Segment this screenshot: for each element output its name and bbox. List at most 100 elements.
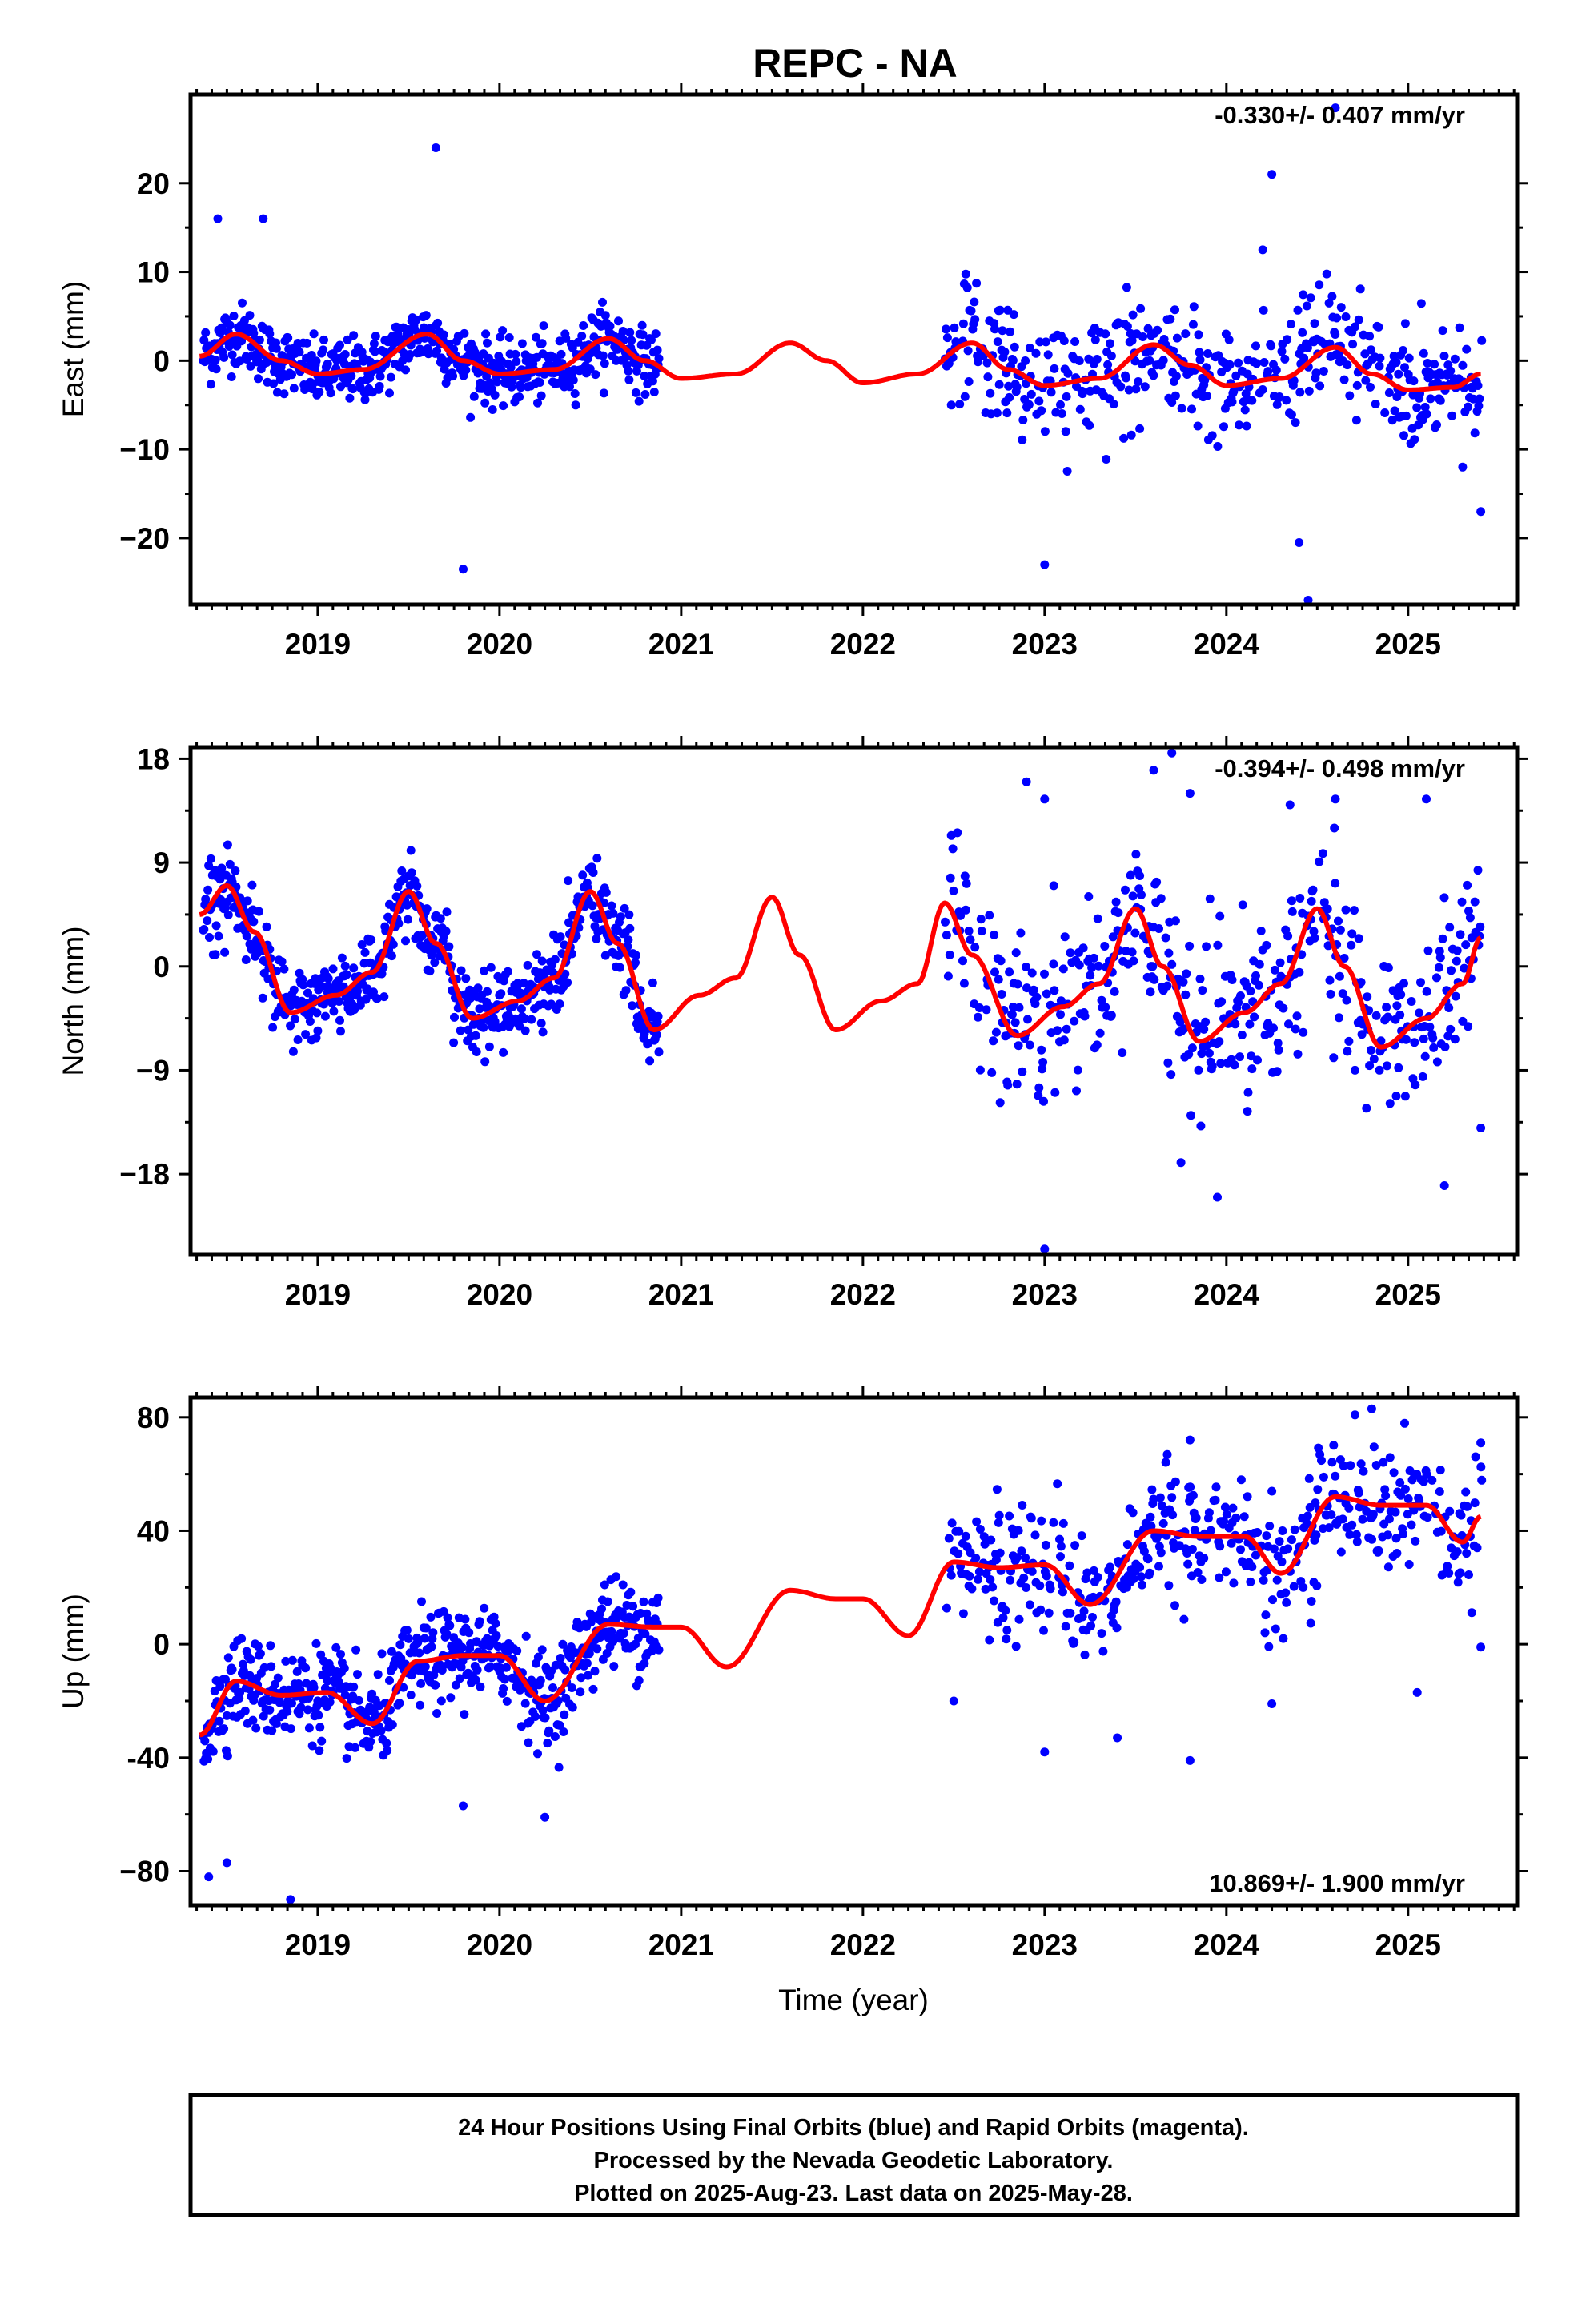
up-point xyxy=(1306,1618,1315,1628)
north-point xyxy=(299,980,308,990)
up-point xyxy=(1311,1530,1321,1540)
north-point xyxy=(631,958,640,967)
east-point xyxy=(1122,373,1130,383)
north-point xyxy=(616,912,625,922)
east-point xyxy=(995,305,1005,315)
up-outlier-point xyxy=(459,1801,468,1811)
east-point xyxy=(303,338,311,348)
up-point xyxy=(1346,1461,1355,1470)
east-point xyxy=(1062,392,1071,401)
up-point xyxy=(377,1649,387,1659)
north-point xyxy=(199,925,209,934)
east-point xyxy=(483,338,492,348)
north-point xyxy=(422,904,432,914)
north-point xyxy=(1215,911,1225,921)
east-point xyxy=(246,361,255,371)
north-point xyxy=(1014,1003,1024,1012)
up-outlier-point xyxy=(1040,1747,1050,1757)
east-point xyxy=(1367,345,1375,355)
north-point xyxy=(1243,1088,1253,1097)
up-point xyxy=(1472,1543,1482,1553)
east-point xyxy=(972,279,982,288)
north-point xyxy=(1182,969,1191,979)
north-point xyxy=(1027,968,1037,978)
up-point xyxy=(1056,1542,1066,1551)
north-point xyxy=(1319,898,1329,907)
north-x-tick-label: 2022 xyxy=(830,1278,896,1311)
up-point xyxy=(323,1676,332,1686)
north-point xyxy=(441,927,451,936)
north-point xyxy=(1058,964,1068,974)
north-point xyxy=(1383,1012,1392,1022)
north-point xyxy=(1037,1045,1046,1055)
north-point xyxy=(942,931,951,940)
up-point xyxy=(1304,1474,1314,1483)
east-point xyxy=(480,398,490,408)
north-point xyxy=(301,1030,311,1039)
north-point xyxy=(1279,1003,1288,1013)
north-point xyxy=(1034,1083,1044,1092)
north-point xyxy=(1100,942,1110,951)
east-point xyxy=(1351,416,1361,425)
up-point xyxy=(1086,1621,1096,1630)
up-point xyxy=(1149,1494,1158,1504)
east-point xyxy=(571,400,580,410)
up-point xyxy=(1030,1530,1040,1540)
north-point xyxy=(516,1004,526,1014)
east-point xyxy=(982,358,992,368)
north-point xyxy=(1275,958,1285,967)
north-point xyxy=(1284,1019,1293,1029)
up-point xyxy=(1042,1571,1051,1581)
up-point xyxy=(457,1642,467,1652)
east-point xyxy=(614,316,623,326)
up-point xyxy=(1079,1606,1089,1616)
east-point xyxy=(1224,335,1234,344)
up-point xyxy=(626,1587,636,1597)
east-point xyxy=(1446,366,1456,376)
north-point xyxy=(953,828,962,838)
up-point xyxy=(1018,1501,1027,1510)
up-point xyxy=(1167,1493,1177,1502)
up-outlier-point xyxy=(1412,1687,1422,1697)
north-point xyxy=(1416,978,1425,987)
north-point xyxy=(1375,1065,1384,1075)
north-point xyxy=(1425,1022,1435,1031)
panel-north: 2019 2020 2021 2022 2023 2024 2025 18 9 0 −9 −18 No… xyxy=(57,736,1528,1311)
east-y-tick-label: 20 xyxy=(137,167,170,200)
east-point xyxy=(1374,322,1383,332)
north-point xyxy=(425,967,435,976)
east-point xyxy=(1075,404,1085,414)
north-point xyxy=(1325,975,1335,985)
up-point xyxy=(1461,1487,1471,1497)
east-point xyxy=(1171,372,1181,381)
east-point xyxy=(600,359,609,368)
up-point xyxy=(480,1603,489,1613)
north-point xyxy=(1118,1048,1127,1058)
east-point xyxy=(974,357,982,367)
up-point xyxy=(203,1755,213,1764)
up-point xyxy=(1265,1522,1275,1530)
up-point xyxy=(354,1695,363,1705)
east-point xyxy=(375,381,384,391)
up-point xyxy=(1088,1613,1097,1622)
up-outlier-point xyxy=(540,1812,550,1822)
east-x-tick-label: 2020 xyxy=(467,628,532,661)
north-point xyxy=(1383,1061,1391,1071)
north-point xyxy=(1309,927,1319,936)
up-point xyxy=(1239,1512,1249,1522)
north-point xyxy=(624,910,634,919)
north-point xyxy=(466,994,476,1003)
up-point xyxy=(1022,1583,1031,1592)
north-point xyxy=(974,1012,982,1022)
north-point xyxy=(335,1015,344,1025)
up-point xyxy=(416,1679,426,1688)
north-point xyxy=(1299,1027,1308,1037)
east-point xyxy=(1322,269,1331,279)
east-point xyxy=(323,359,332,368)
north-point xyxy=(648,978,657,987)
up-point xyxy=(223,1653,233,1663)
north-point xyxy=(1187,1043,1197,1053)
east-point xyxy=(625,328,635,337)
north-point xyxy=(335,997,344,1006)
up-point xyxy=(1391,1534,1401,1543)
